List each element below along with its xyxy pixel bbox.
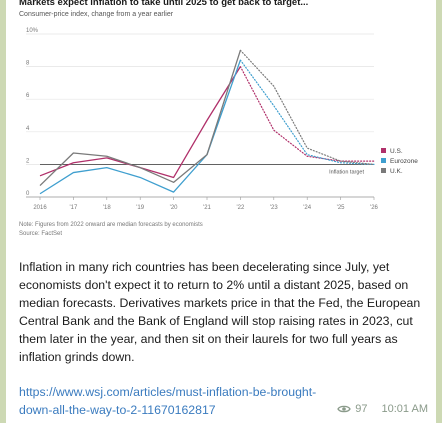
y-tick-label: 6	[26, 93, 30, 99]
x-tick-label: '21	[203, 205, 211, 211]
chart: Markets expect inflation to take until 2…	[6, 0, 436, 245]
chart-subtitle: Consumer-price index, change from a year…	[19, 11, 174, 18]
legend-swatch	[381, 148, 386, 153]
eye-icon	[337, 405, 352, 413]
y-tick-label: 0	[26, 191, 30, 197]
series-line-actual	[39, 66, 241, 179]
chart-source: Source: FactSet	[19, 231, 63, 237]
x-tick-label: '17	[69, 205, 77, 211]
message-time: 10:01 AM	[381, 403, 428, 415]
message-text: Inflation in many rich countries has bee…	[19, 260, 421, 364]
legend-label: Eurozone	[390, 158, 418, 165]
x-tick-label: '19	[136, 205, 144, 211]
legend-label: U.S.	[390, 148, 403, 155]
article-link[interactable]: https://www.wsj.com/articles/must-inflat…	[19, 385, 317, 417]
x-tick-label: '23	[270, 205, 278, 211]
x-tick-label: '18	[103, 205, 111, 211]
x-tick-label: '20	[170, 205, 178, 211]
y-tick-label: 2	[26, 158, 30, 164]
chart-title: Markets expect inflation to take until 2…	[19, 0, 309, 8]
x-tick-label: '22	[236, 205, 244, 211]
legend-swatch	[381, 168, 386, 173]
series-line-forecast	[239, 65, 375, 162]
series-line-actual	[39, 50, 242, 187]
legend-label: U.K.	[390, 168, 403, 175]
chart-note: Note: Figures from 2022 onward are media…	[19, 222, 203, 228]
target-label: Inflation target	[329, 169, 364, 175]
view-count: 97	[355, 403, 368, 415]
y-tick-label: 8	[26, 61, 30, 67]
y-tick-label: 10%	[26, 28, 39, 34]
series-line-forecast	[239, 49, 375, 165]
x-tick-label: 2016	[33, 205, 47, 211]
legend-swatch	[381, 158, 386, 163]
x-tick-label: '24	[303, 205, 311, 211]
message-meta: 97 10:01 AM	[337, 403, 428, 415]
x-tick-label: '26	[370, 205, 378, 211]
series-line-forecast	[239, 59, 375, 165]
chart-plot: 0 2 4 6 8 10% 2016 '17 '18 '19 '20 '21 '22 '23 '24 '25 '…	[26, 28, 418, 211]
y-tick-label: 4	[26, 126, 30, 132]
x-tick-label: '25	[337, 205, 345, 211]
series-line-actual	[39, 59, 242, 195]
message-bubble: Markets expect inflation to take until 2…	[6, 0, 436, 423]
